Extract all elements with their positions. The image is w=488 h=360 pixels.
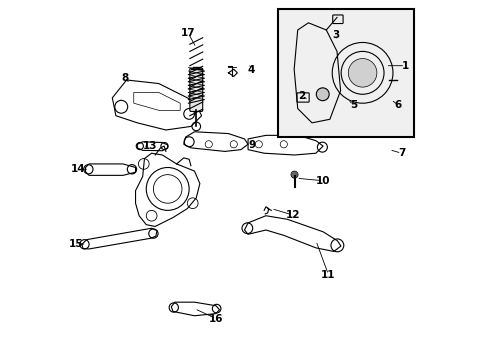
Text: 8: 8 bbox=[121, 73, 128, 83]
Text: 4: 4 bbox=[247, 65, 255, 75]
Text: 2: 2 bbox=[297, 91, 305, 101]
Circle shape bbox=[347, 59, 376, 87]
Text: 14: 14 bbox=[70, 164, 85, 174]
Text: 3: 3 bbox=[331, 30, 339, 40]
Text: 7: 7 bbox=[397, 148, 405, 158]
Text: 12: 12 bbox=[285, 210, 299, 220]
Bar bbox=[278, 9, 413, 137]
Text: 15: 15 bbox=[68, 239, 83, 249]
Text: 10: 10 bbox=[315, 176, 330, 186]
Text: 17: 17 bbox=[181, 28, 195, 38]
FancyBboxPatch shape bbox=[189, 68, 203, 111]
Text: 9: 9 bbox=[247, 140, 255, 150]
Text: 6: 6 bbox=[394, 100, 401, 110]
Text: 11: 11 bbox=[321, 270, 335, 280]
Circle shape bbox=[316, 88, 328, 101]
Text: 5: 5 bbox=[349, 100, 356, 110]
Text: 1: 1 bbox=[401, 61, 408, 71]
Text: 16: 16 bbox=[208, 314, 223, 324]
Circle shape bbox=[290, 171, 298, 178]
Text: 13: 13 bbox=[142, 141, 157, 151]
